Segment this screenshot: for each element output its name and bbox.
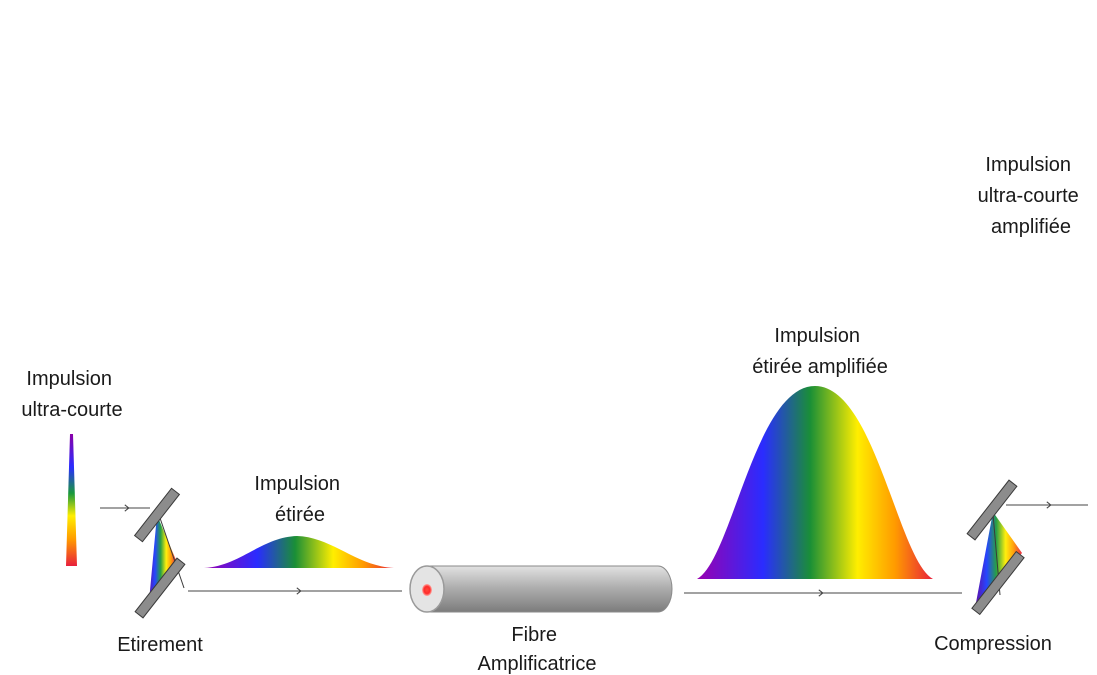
compressor-grating-pair (966, 479, 1025, 616)
label-amplified-stretched-pulse: Impulsion étirée amplifiée (752, 325, 888, 378)
label-stretched-pulse: Impulsion étirée (254, 473, 345, 526)
label-stretcher: Etirement (117, 634, 203, 656)
stretcher-grating-pair (133, 487, 186, 619)
stretched-pulse-shape (204, 536, 394, 568)
label-input-pulse: Impulsion ultra-courte (21, 368, 122, 421)
input-pulse-shape (66, 434, 77, 566)
amplified-stretched-pulse-shape (697, 386, 933, 579)
label-fiber: Fibre Amplificatrice (478, 624, 597, 675)
label-output-pulse: Impulsion ultra-courte amplifiée (978, 154, 1085, 238)
amplifying-fiber (409, 565, 673, 613)
fiber-core (422, 584, 432, 596)
label-compressor: Compression (934, 633, 1052, 655)
